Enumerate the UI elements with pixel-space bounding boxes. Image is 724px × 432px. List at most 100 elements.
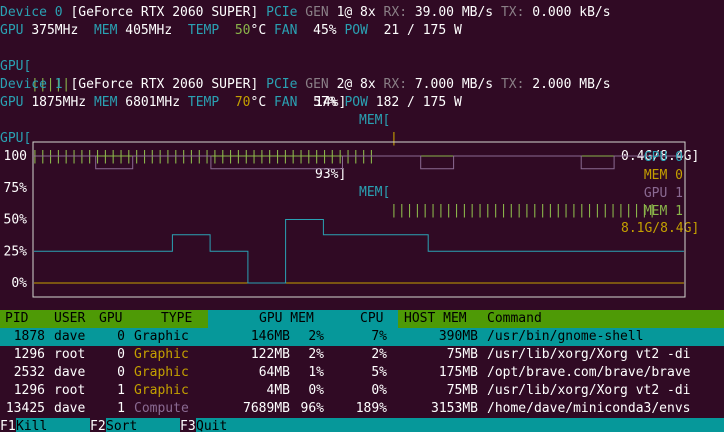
pow-value: 21 / 175 W [383,23,462,38]
f3-key[interactable]: F3 [180,418,196,432]
cell-gpu-mem: 7689MB [243,401,290,416]
y-axis: 100 75% 50% 25% 0% [4,149,28,291]
temp-unit: °C [250,95,267,110]
cell-gpu: 0 [117,347,125,362]
tx-label: TX: [500,5,525,20]
gen-label: GEN [305,77,329,92]
cell-host-mem: 390MB [438,329,478,344]
cell-type: Graphic [134,365,189,380]
table-row[interactable]: 2532 dave 0 Graphic 64MB 1% 5% 175MB/opt/brave.… [0,364,724,382]
series-line-gpu-1 [34,155,684,170]
cell-command: /opt/brave.com/brave/brave [487,365,691,380]
cell-gpu: 0 [117,365,125,380]
cell-user: root [54,347,86,362]
mem-util-bar-label: MEM[ [359,113,391,128]
mem-util-bar-ticks: | [390,131,398,146]
sort-button[interactable]: Sort [106,418,180,432]
legend-entry: MEM 1 [644,204,683,219]
y-tick-label: 100 [4,149,27,164]
fan-label: FAN [273,23,298,38]
pow-label: POW [344,23,368,38]
gpu-clock-value: 1875MHz [31,95,87,110]
column-header-user[interactable]: USER [54,311,86,326]
cell-gpu: 1 [117,401,125,416]
legend-entry: MEM 0 [644,168,683,183]
gpu-util-bar-percent: 93%] [315,167,347,182]
rx-label: RX: [383,77,408,92]
table-row[interactable]: 1296 root 1 Graphic 4MB 0% 0% 75MB/usr/lib/xorg… [0,382,724,400]
temp-value: 70 [234,95,251,110]
legend-entry: GPU 1 [644,186,683,201]
y-tick-label: 50% [4,213,28,228]
gpu-clock-value: 375MHz [31,23,79,38]
column-header-gpu[interactable]: GPU [99,311,123,326]
gpu-util-bar-label: GPU[ [0,131,32,146]
mem-clock-value: 405MHz [125,23,173,38]
f2-key[interactable]: F2 [90,418,106,432]
cell-cpu: 2% [371,347,387,362]
mem-clock-value: 6801MHz [125,95,181,110]
gen-label: GEN [305,5,329,20]
cell-cpu: 7% [371,329,387,344]
cell-host-mem: 175MB [438,365,478,380]
gpu-clock-label: GPU [0,95,24,110]
tx-label: TX: [500,77,525,92]
series-lines [34,155,684,284]
cell-command: /usr/lib/xorg/Xorg vt2 -di [487,347,691,362]
table-row[interactable]: 1878 dave 0 Graphic 146MB 2% 7% 390MB/usr/bin/g… [0,328,724,346]
mem-util-bar-ticks: |||||||||||||||||||||||||||||||||| [390,203,657,218]
device-1-stats: GPU 1875MHz MEM 6801MHz TEMP 70°C FAN 57… [0,94,724,112]
cell-pid: 13425 [5,401,45,416]
cell-host-mem: 75MB [446,347,478,362]
fan-value: 45% [313,23,337,38]
column-header-cpu[interactable]: CPU [360,311,384,326]
temp-unit: °C [250,23,267,38]
pow-value: 182 / 175 W [375,95,462,110]
cell-gpu-mem: 64MB [258,365,290,380]
pcie-label: PCIe [266,77,298,92]
legend-entry: GPU 0 [644,150,683,165]
device-0-bars: GPU[ ||||| 14%] MEM[ | 0.4G/8.4G] [0,40,724,164]
column-header-host-mem[interactable]: HOST MEM [404,311,467,326]
mem-clock-label: MEM [93,23,118,38]
y-tick-label: 75% [4,181,28,196]
device-0-header: Device 0 [GeForce RTX 2060 SUPER] PCIe G… [0,4,724,22]
cell-type: Graphic [134,329,189,344]
mem-clock-label: MEM [93,95,118,110]
process-table-header: PID USER GPU TYPE GPU MEM CPU HOST MEM C… [0,310,724,328]
cell-user: dave [54,329,86,344]
rx-value: 39.00 MB/s [414,5,494,20]
temp-value: 50 [234,23,251,38]
gpu-util-bar-percent: 14%] [315,95,347,110]
rx-value: 7.000 MB/s [414,77,494,92]
column-header-command[interactable]: Command [487,311,542,326]
cell-gpu-mem-pct: 0% [308,383,324,398]
cell-cpu: 5% [371,365,387,380]
cell-gpu-mem: 122MB [250,347,290,362]
cell-user: dave [54,401,86,416]
cell-host-mem: 3153MB [431,401,478,416]
quit-button[interactable]: Quit [196,418,724,432]
column-header-gpu-mem[interactable]: GPU MEM [259,311,314,326]
pcie-label: PCIe [266,5,298,20]
cell-cpu: 189% [355,401,387,416]
device-name: [GeForce RTX 2060 SUPER] [70,77,259,92]
cell-pid: 1878 [13,329,45,344]
table-row[interactable]: 1296 root 0 Graphic 122MB 2% 2% 75MB/usr/lib/xo… [0,346,724,364]
cell-gpu-mem: 4MB [266,383,290,398]
utilization-chart: 100 75% 50% 25% 0% GPU 0 MEM 0 GPU 1 MEM 1 [4,141,686,298]
cell-pid: 1296 [13,347,45,362]
function-key-bar: F1 Kill F2 Sort F3 Quit [0,418,724,432]
gen-value: 1@ 8x [336,5,376,20]
cell-type: Compute [134,401,189,416]
series-line-gpu-0 [34,219,684,284]
column-header-pid[interactable]: PID [5,311,29,326]
cell-command: /usr/lib/xorg/Xorg vt2 -di [487,383,691,398]
tx-value: 0.000 kB/s [532,5,611,20]
pow-label: POW [344,95,368,110]
cell-pid: 1296 [13,383,45,398]
kill-button[interactable]: Kill [16,418,90,432]
table-row[interactable]: 13425 dave 1 Compute 7689MB 96% 189% 3153MB/hom… [0,400,724,418]
f1-key[interactable]: F1 [0,418,16,432]
column-header-type[interactable]: TYPE [161,311,193,326]
